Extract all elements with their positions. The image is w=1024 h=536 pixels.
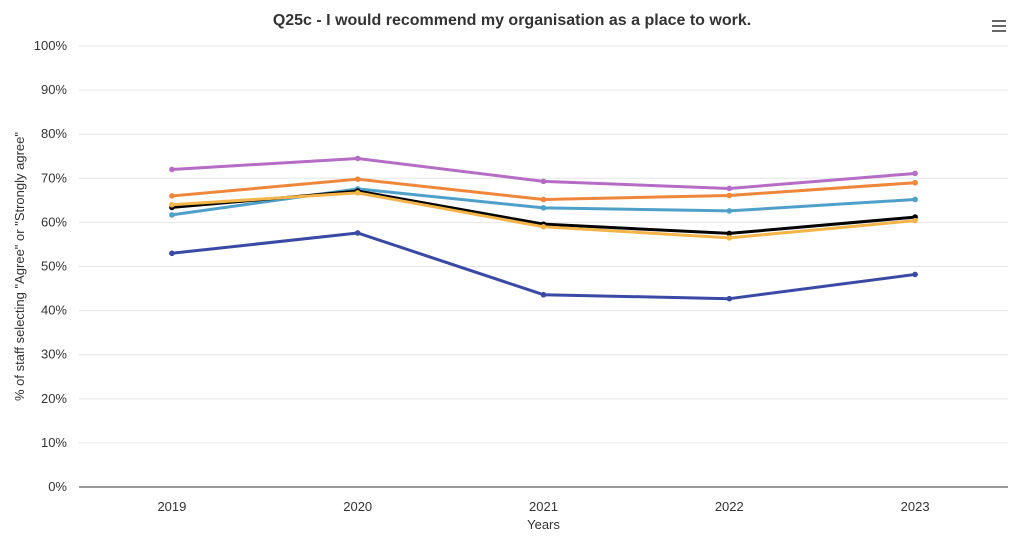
y-axis-ticks: 0% 10% 20% 30% 40% 50% 60% 70% 80% 90% 100% xyxy=(34,38,68,494)
x-tick-label: 2023 xyxy=(901,499,930,514)
x-tick-label: 2022 xyxy=(715,499,744,514)
chart-title: Q25c - I would recommend my organisation… xyxy=(272,12,752,29)
data-point[interactable] xyxy=(169,201,175,208)
data-point[interactable] xyxy=(354,190,361,196)
x-axis-ticks: 2019 2020 2021 2022 2023 xyxy=(157,499,929,514)
y-tick-label: 30% xyxy=(41,347,67,362)
series-2[interactable] xyxy=(169,176,918,203)
series-6[interactable] xyxy=(169,230,918,302)
series-5[interactable] xyxy=(169,190,918,241)
menu-icon[interactable] xyxy=(992,20,1006,32)
data-point[interactable] xyxy=(354,230,361,236)
y-tick-label: 40% xyxy=(41,303,67,318)
y-axis-title: % of staff selecting "Agree" or "Strongl… xyxy=(12,132,27,401)
y-tick-label: 20% xyxy=(41,391,67,406)
data-point[interactable] xyxy=(726,230,733,237)
data-point[interactable] xyxy=(540,196,547,203)
y-tick-label: 50% xyxy=(41,259,67,274)
y-tick-label: 100% xyxy=(34,38,68,53)
y-tick-label: 60% xyxy=(41,214,67,229)
data-point[interactable] xyxy=(540,205,547,211)
y-tick-label: 10% xyxy=(41,435,67,450)
data-point[interactable] xyxy=(912,217,918,224)
data-point[interactable] xyxy=(726,295,733,302)
data-point[interactable] xyxy=(354,176,361,182)
data-point[interactable] xyxy=(540,224,547,230)
menu-icon-bar xyxy=(992,25,1006,27)
x-tick-label: 2021 xyxy=(529,499,558,514)
y-tick-label: 0% xyxy=(48,479,67,494)
data-point[interactable] xyxy=(354,155,361,162)
data-point[interactable] xyxy=(169,250,175,257)
menu-icon-bar xyxy=(992,30,1006,32)
series-line[interactable] xyxy=(170,231,917,301)
x-tick-label: 2019 xyxy=(157,499,186,514)
data-point[interactable] xyxy=(912,196,918,203)
y-tick-label: 70% xyxy=(41,170,67,185)
data-point[interactable] xyxy=(912,271,918,278)
data-point[interactable] xyxy=(540,178,547,185)
x-tick-label: 2020 xyxy=(343,499,372,514)
y-tick-label: 90% xyxy=(41,82,67,97)
gridlines xyxy=(79,45,1008,444)
menu-icon-bar xyxy=(992,20,1006,22)
data-point[interactable] xyxy=(169,212,175,218)
data-point[interactable] xyxy=(726,185,733,192)
data-point[interactable] xyxy=(912,179,918,186)
x-axis-title: Years xyxy=(527,517,560,532)
data-point[interactable] xyxy=(726,192,733,199)
data-point[interactable] xyxy=(912,170,918,177)
data-point[interactable] xyxy=(169,193,175,199)
data-point[interactable] xyxy=(540,291,547,298)
series-group xyxy=(169,155,918,302)
data-point[interactable] xyxy=(726,235,733,241)
y-tick-label: 80% xyxy=(41,126,67,141)
data-point[interactable] xyxy=(169,166,175,173)
data-point[interactable] xyxy=(726,208,733,214)
series-1[interactable] xyxy=(169,155,918,192)
